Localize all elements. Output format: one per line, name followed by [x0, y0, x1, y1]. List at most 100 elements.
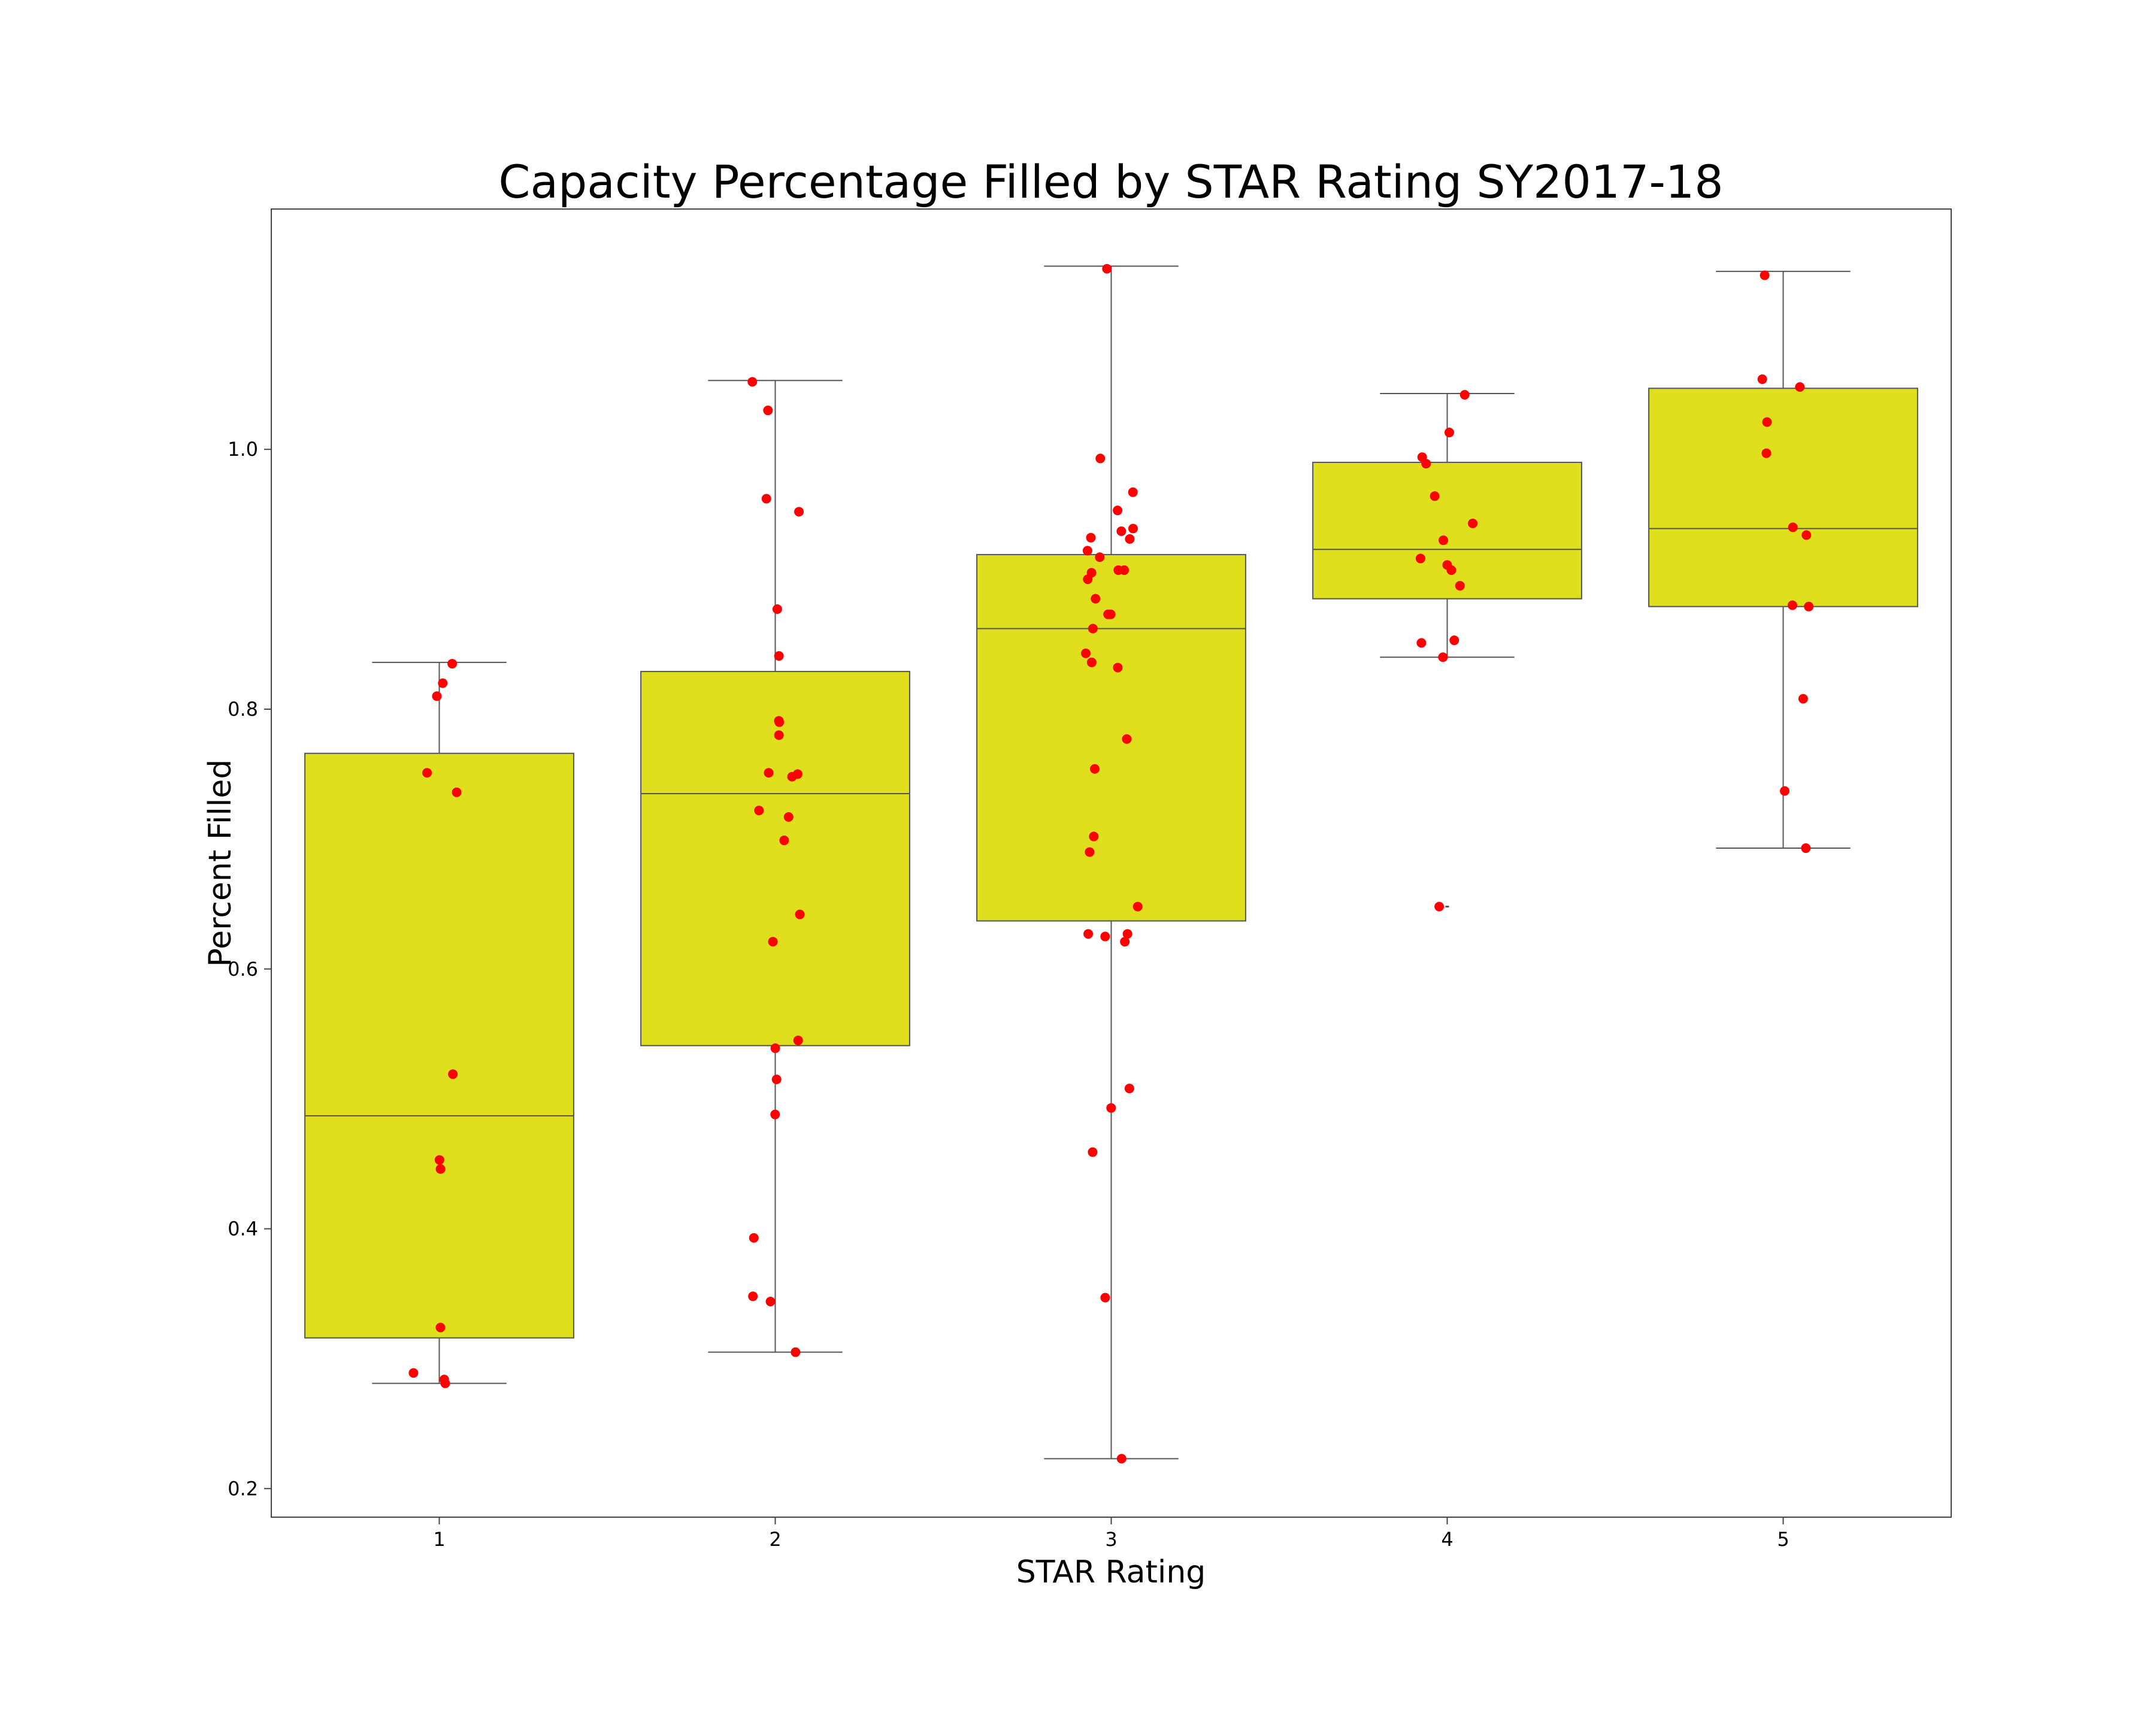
data-point-star-2: [779, 836, 789, 846]
data-point-star-4: [1430, 491, 1440, 501]
data-point-star-2: [765, 1296, 776, 1306]
data-point-star-5: [1787, 600, 1797, 610]
data-point-star-1: [452, 787, 462, 797]
data-point-star-5: [1760, 270, 1770, 280]
box-group-1: [304, 661, 574, 1384]
points-layer: [408, 264, 1814, 1464]
y-tick-label: 0.2: [228, 1477, 258, 1500]
x-axis-ticks: 1 2 3 4 5: [433, 1517, 1789, 1551]
data-point-star-4: [1438, 652, 1448, 662]
data-point-star-2: [787, 771, 797, 782]
x-tick-label: 4: [1441, 1528, 1453, 1551]
data-point-star-5: [1801, 843, 1811, 854]
data-point-star-5: [1801, 530, 1812, 540]
data-point-star-2: [768, 937, 778, 947]
data-point-star-2: [795, 909, 805, 919]
data-point-star-5: [1798, 694, 1808, 704]
data-point-star-2: [747, 377, 758, 387]
data-point-star-4: [1421, 459, 1431, 469]
y-tick-label: 0.8: [228, 698, 258, 721]
data-point-star-3: [1116, 1454, 1127, 1464]
data-point-star-2: [761, 494, 771, 504]
data-point-star-3: [1086, 532, 1096, 543]
data-point-star-2: [771, 1075, 782, 1085]
data-point-star-3: [1095, 453, 1106, 464]
data-point-star-2: [794, 507, 804, 517]
data-point-star-4: [1416, 638, 1427, 648]
data-point-star-3: [1113, 565, 1124, 575]
data-point-star-4: [1455, 580, 1465, 591]
data-point-star-5: [1757, 374, 1767, 385]
x-tick-label: 1: [433, 1528, 445, 1551]
data-point-star-3: [1089, 764, 1100, 774]
data-point-star-3: [1122, 734, 1132, 744]
data-point-star-3: [1120, 937, 1130, 947]
iqr-box: [640, 671, 910, 1046]
data-point-star-3: [1103, 609, 1113, 619]
x-tick-label: 5: [1777, 1528, 1789, 1551]
data-point-star-2: [754, 806, 764, 816]
data-point-star-3: [1125, 534, 1135, 544]
data-point-star-4: [1446, 565, 1456, 575]
data-point-star-4: [1468, 518, 1478, 528]
x-tick-label: 2: [769, 1528, 781, 1551]
iqr-box: [976, 553, 1246, 922]
iqr-box: [1648, 388, 1918, 607]
data-point-star-3: [1116, 526, 1127, 536]
data-point-star-3: [1100, 1293, 1110, 1303]
x-axis-label: STAR Rating: [1016, 1554, 1206, 1590]
data-point-star-2: [774, 730, 784, 740]
y-tick-label: 1.0: [228, 438, 258, 461]
data-point-star-5: [1804, 601, 1814, 612]
data-point-star-1: [432, 691, 442, 701]
y-axis-label: Percent Filled: [202, 759, 238, 967]
box-group-5: [1648, 271, 1918, 849]
data-point-star-1: [447, 659, 458, 669]
data-point-star-2: [772, 604, 782, 614]
data-point-star-1: [435, 1164, 446, 1174]
data-point-star-4: [1439, 535, 1449, 546]
data-point-star-4: [1434, 901, 1445, 912]
data-point-star-2: [774, 651, 784, 661]
data-point-star-3: [1113, 506, 1123, 516]
data-point-star-1: [422, 768, 432, 778]
box-group-4: [1312, 392, 1582, 908]
data-point-star-3: [1082, 546, 1092, 556]
data-point-star-3: [1128, 487, 1138, 497]
data-point-star-2: [793, 1036, 803, 1046]
data-point-star-5: [1762, 417, 1772, 427]
iqr-box: [304, 752, 574, 1339]
data-point-star-5: [1761, 448, 1772, 458]
data-point-star-2: [749, 1233, 759, 1243]
data-point-star-1: [435, 1323, 446, 1333]
data-point-star-3: [1083, 574, 1093, 585]
data-point-star-3: [1091, 594, 1101, 604]
data-point-star-2: [791, 1347, 801, 1357]
data-point-star-2: [764, 768, 774, 778]
chart-title: Capacity Percentage Filled by STAR Ratin…: [498, 155, 1723, 208]
data-point-star-3: [1122, 929, 1132, 939]
data-point-star-3: [1106, 1103, 1116, 1113]
data-point-star-1: [408, 1368, 419, 1378]
data-point-star-3: [1088, 624, 1098, 634]
iqr-box: [1312, 461, 1582, 600]
data-point-star-2: [748, 1291, 758, 1302]
data-point-star-5: [1788, 522, 1798, 532]
data-point-star-5: [1779, 786, 1789, 796]
y-tick-label: 0.4: [228, 1218, 258, 1240]
data-point-star-3: [1095, 552, 1105, 562]
data-point-star-3: [1089, 831, 1099, 842]
data-point-star-3: [1128, 523, 1138, 534]
data-point-star-2: [763, 405, 773, 416]
data-point-star-3: [1085, 847, 1095, 857]
data-point-star-4: [1449, 635, 1459, 646]
x-tick-label: 3: [1105, 1528, 1117, 1551]
data-point-star-1: [440, 1378, 450, 1388]
data-point-star-3: [1080, 648, 1091, 658]
data-point-star-1: [438, 678, 448, 688]
data-point-star-3: [1132, 901, 1143, 912]
data-point-star-3: [1124, 1084, 1134, 1094]
y-axis-ticks: 0.2 0.4 0.6 0.8 1.0: [228, 438, 271, 1500]
